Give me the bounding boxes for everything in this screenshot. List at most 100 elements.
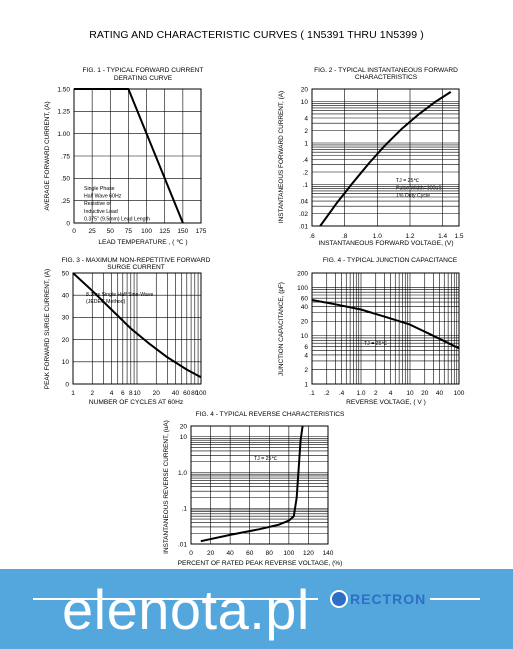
fig2-xtick-label: 1.0 (373, 233, 382, 240)
fig3-xtick-label: 80 (191, 390, 199, 397)
fig4-ytick-label: 40 (301, 304, 309, 311)
fig1-xtick-label: 25 (89, 228, 97, 235)
fig4-ytick-label: 4 (304, 352, 308, 359)
fig1-ytick-label: .50 (61, 176, 70, 183)
fig1-subtitle: DERATING CURVE (114, 75, 173, 82)
fig3-ytick-label: 10 (62, 359, 70, 366)
fig4-ylabel: JUNCTION CAPACITANCE, (pF) (278, 282, 285, 376)
fig4-series-line (311, 299, 460, 350)
fig3-ytick-label: 40 (62, 293, 70, 300)
fig4-title: FIG. 4 - TYPICAL JUNCTION CAPACITANCE (323, 257, 458, 264)
fig2-xtick-label: .6 (309, 233, 315, 240)
fig2-title: FIG. 2 - TYPICAL INSTANTANEOUS FORWARD (314, 67, 458, 74)
fig3-annotation-text: 8.3ms Single Half Sine-Wave (86, 292, 153, 298)
fig5-plot-frame (190, 425, 329, 545)
fig4-ytick-label: 20 (301, 319, 309, 326)
fig1-annotation-text: Resistive or (84, 201, 111, 207)
fig5-xtick-label: 60 (246, 550, 254, 557)
fig3-ylabel: PEAK FORWARD SURGE CURRENT, (A) (44, 269, 51, 389)
fig3-xtick-label: 2 (90, 390, 94, 397)
fig2-ytick-label: 2 (304, 128, 308, 135)
fig3-title: FIG. 3 - MAXIMUM NON-REPETITIVE FORWARD (62, 257, 211, 264)
fig2-ytick-label: .02 (299, 211, 308, 218)
fig2-ytick-label: .2 (303, 169, 309, 176)
fig2-xtick-label: 1.2 (405, 233, 414, 240)
fig3-xlabel: NUMBER OF CYCLES AT 60Hz (89, 399, 183, 406)
fig3-xtick-label: 40 (172, 390, 180, 397)
fig1-ytick-label: .25 (61, 198, 70, 205)
fig4-ytick-label: 6 (304, 344, 308, 351)
fig1-xlabel: LEAD TEMPERATURE , ( ℃ ) (98, 239, 187, 246)
fig2-ytick-label: .01 (299, 223, 308, 230)
fig5-xtick-label: 120 (303, 550, 314, 557)
fig5-title: FIG. 4 - TYPICAL REVERSE CHARACTERISTICS (196, 411, 345, 418)
fig5-ytick-label: .01 (178, 541, 187, 548)
fig5-series-line (200, 425, 304, 543)
brand-logo: RECTRON (330, 588, 426, 610)
fig3-xtick-label: 100 (196, 390, 207, 397)
fig4-ytick-label: 200 (297, 270, 308, 277)
fig1-ytick-label: 1.25 (57, 109, 70, 116)
fig1-series-line (74, 88, 184, 224)
fig1-ytick-label: .75 (61, 153, 70, 160)
page-title: RATING AND CHARACTERISTIC CURVES ( 1N539… (89, 29, 424, 41)
fig5-xtick-label: 40 (227, 550, 235, 557)
fig4-xtick-label: 40 (436, 390, 444, 397)
fig4-ytick-label: 1 (304, 381, 308, 388)
fig2-xtick-label: 1.4 (438, 233, 447, 240)
fig3-subtitle: SURGE CURRENT (107, 264, 165, 271)
fig1-xtick-label: 75 (125, 228, 133, 235)
fig3-ytick-label: 0 (65, 381, 69, 388)
fig1-annotation-text: Half Wave 60Hz (84, 194, 122, 200)
fig3-ytick-label: 20 (62, 337, 70, 344)
banner-divider (33, 598, 318, 600)
fig4-ytick-label: 10 (301, 333, 309, 340)
fig1-annotation-text: Single Phase (84, 186, 115, 192)
fig3-ytick-label: 30 (62, 315, 70, 322)
logo-text: RECTRON (350, 591, 427, 607)
fig1-ytick-label: 0 (66, 220, 70, 227)
fig4-xtick-label: 1.0 (356, 390, 365, 397)
banner-divider-right (430, 598, 480, 600)
fig1-ylabel: AVERAGE FORWARD CURRENT, (A) (44, 101, 51, 210)
fig4-xlabel: REVERSE VOLTAGE, ( V ) (346, 399, 426, 406)
fig1-title: FIG. 1 - TYPICAL FORWARD CURRENT (83, 67, 204, 74)
charts-canvas: FIG. 1 - TYPICAL FORWARD CURRENTDERATING… (44, 67, 465, 567)
fig4-xtick-label: 10 (406, 390, 414, 397)
fig4-xtick-label: .2 (324, 390, 330, 397)
fig1-xtick-label: 125 (159, 228, 170, 235)
fig3-xtick-label: 8 (129, 390, 133, 397)
fig3-xtick-label: 10 (133, 390, 141, 397)
fig1-ytick-label: 1.50 (57, 86, 70, 93)
fig5-ytick-label: 20 (180, 423, 188, 430)
fig3-annotation-text: (JEDEC Method) (86, 299, 125, 305)
watermark-text: elenota.pl (62, 578, 310, 641)
fig2-ylabel: INSTANTANEOUS FORWARD CURRENT, (A) (278, 91, 285, 223)
fig1-annotation-text: Inductive Load (84, 209, 118, 215)
fig2-annotation-text: 1% Duty Cycle (396, 193, 430, 199)
fig1-annotation-text: 0.375" (9.5mm) Lead Length (84, 216, 150, 222)
fig3-xtick-label: 1 (71, 390, 75, 397)
fig4-xtick-label: 2 (374, 390, 378, 397)
fig4-xtick-label: .1 (309, 390, 315, 397)
fig1-xtick-label: 150 (177, 228, 188, 235)
fig5-xtick-label: 100 (283, 550, 294, 557)
fig1-xtick-label: 0 (72, 228, 76, 235)
fig4-ytick-label: 100 (297, 285, 308, 292)
fig2-xtick-label: .8 (342, 233, 348, 240)
fig4-xtick-label: 20 (421, 390, 429, 397)
fig1-plot-frame (73, 88, 202, 224)
fig2-ytick-label: 4 (304, 115, 308, 122)
fig2-ytick-label: 10 (301, 99, 309, 106)
fig3-ytick-label: 50 (62, 270, 70, 277)
watermark-banner (0, 569, 513, 649)
fig2-series-line (319, 91, 452, 227)
fig1-ytick-label: 1.00 (57, 131, 70, 138)
fig4-ytick-label: 60 (301, 296, 309, 303)
fig3-xtick-label: 4 (110, 390, 114, 397)
fig5-xtick-label: 0 (189, 550, 193, 557)
fig5-xtick-label: 80 (266, 550, 274, 557)
fig3-series-line (72, 272, 202, 379)
fig5-xtick-label: 20 (207, 550, 215, 557)
fig5-xlabel: PERCENT OF RATED PEAK REVERSE VOLTAGE, (… (178, 560, 343, 567)
